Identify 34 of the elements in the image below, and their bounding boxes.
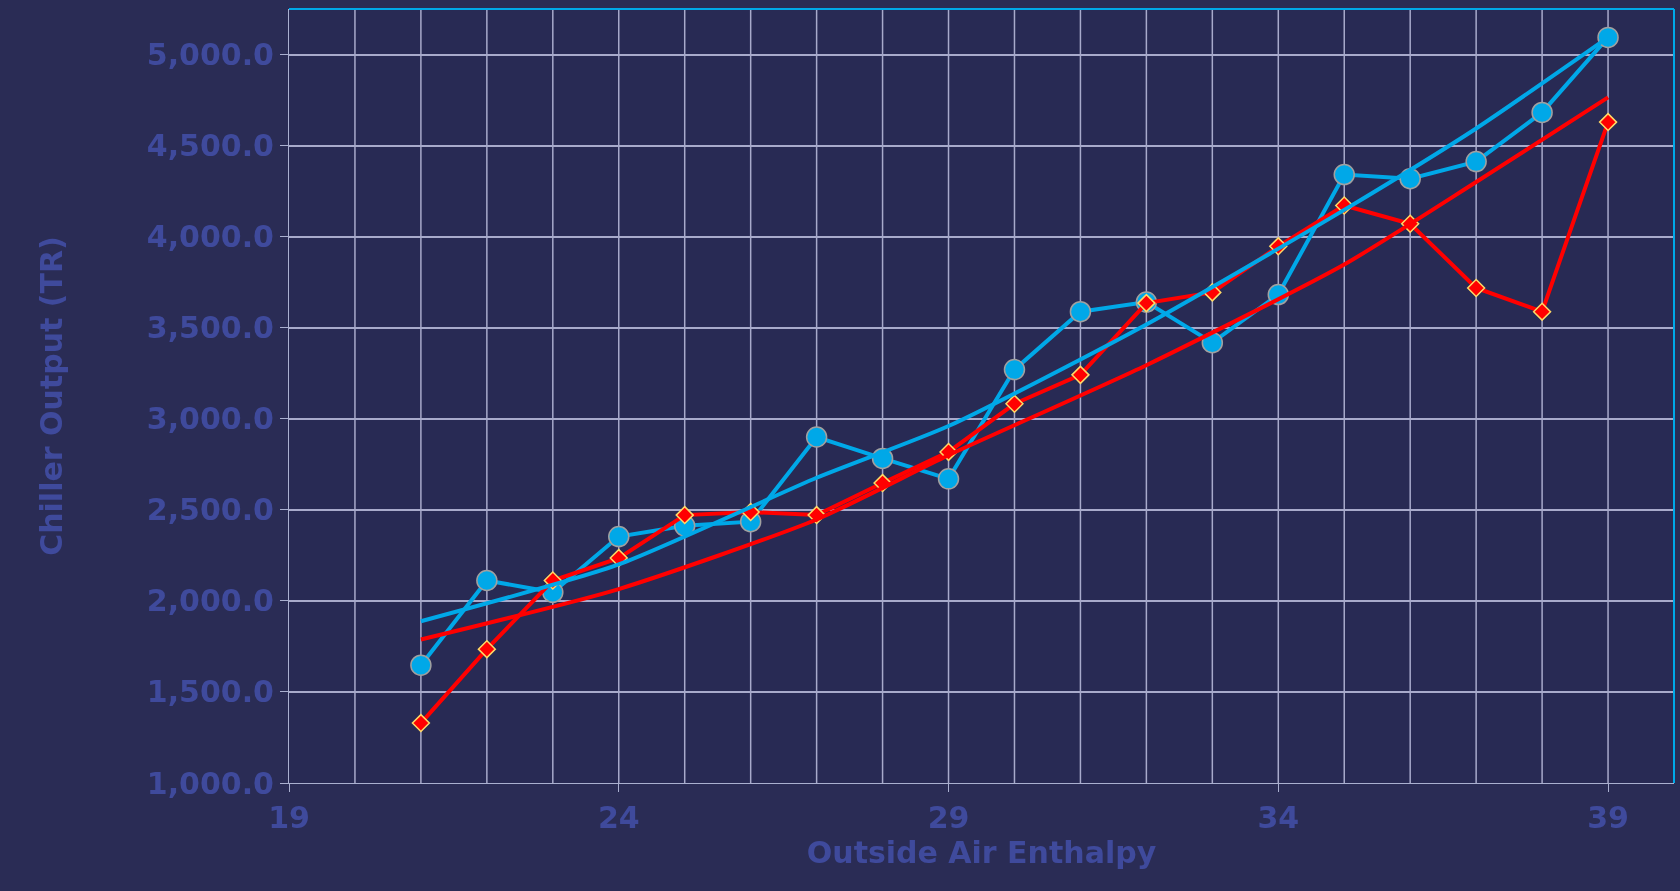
x-axis-title: Outside Air Enthalpy [806,835,1157,870]
x-tick-label: 24 [597,800,640,835]
y-tick-label: 2,500.0 [146,492,274,528]
x-tick-label: 39 [1587,800,1629,835]
point [1069,300,1092,323]
point [410,654,432,676]
point [1532,302,1552,321]
point [477,639,497,659]
y-tick-label: 4,000.0 [146,219,274,255]
point [1071,365,1090,385]
point [1003,358,1026,381]
y-tick-label: 1,500.0 [146,674,274,710]
point [937,468,960,490]
y-tick-label: 3,500.0 [146,310,274,346]
y-tick-label: 4,500.0 [146,128,274,164]
y-tick-label: 5,000.0 [146,37,274,73]
x-tick-label: 34 [1257,800,1300,835]
x-tick-label: 29 [927,800,970,835]
point [1466,278,1486,298]
point [1465,150,1487,173]
y-tick-label: 3,000.0 [146,401,274,437]
point [1598,112,1618,132]
point [411,713,431,733]
point [608,525,630,548]
y-axis-title: Chiller Output (TR) [33,236,69,556]
point [1531,101,1553,124]
point [476,569,498,592]
x-tick-label: 19 [268,800,310,835]
y-tick-label: 2,000.0 [146,583,274,619]
point [1005,394,1024,414]
point [1333,163,1355,186]
point [805,426,828,448]
y-tick-label: 1,000.0 [146,765,274,801]
point [675,505,694,525]
